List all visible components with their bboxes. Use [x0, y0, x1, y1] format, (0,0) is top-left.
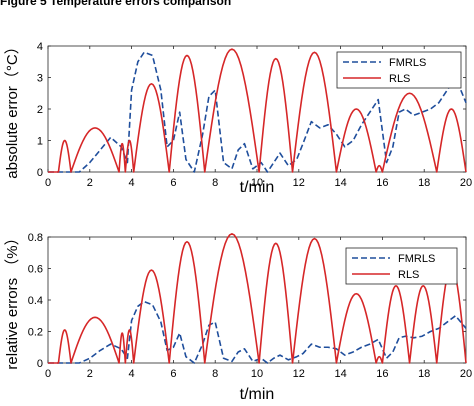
chart2-legend-label-fmrls: FMRLS [398, 253, 435, 265]
chart2-y-tick-label: 0.8 [28, 232, 43, 244]
figure-caption: Figure 5 Temperature errors comparison [0, 0, 474, 8]
chart2-y-tick-label: 0.4 [28, 295, 43, 307]
chart2-legend-label-rls: RLS [398, 269, 419, 281]
chart1-x-tick-label: 8 [212, 177, 218, 189]
chart1-x-tick-label: 14 [334, 177, 346, 189]
chart2-x-tick-label: 8 [212, 368, 218, 380]
chart1-x-tick-label: 6 [170, 177, 176, 189]
chart1-x-tick-label: 10 [251, 177, 263, 189]
chart2-x-tick-label: 16 [376, 368, 388, 380]
chart2-y-tick-label: 0.6 [28, 264, 43, 276]
chart1-y-tick-label: 3 [37, 73, 43, 85]
chart2-x-tick-label: 10 [251, 368, 263, 380]
chart1-legend-box [336, 51, 462, 89]
chart2-series-line-rls [48, 233, 467, 364]
chart2-series-line-fmrls [48, 300, 467, 364]
chart2-x-tick-label: 18 [418, 368, 430, 380]
chart1-x-tick-label: 2 [87, 177, 93, 189]
chart2-x-tick-label: 6 [170, 368, 176, 380]
chart1-y-tick-label: 4 [37, 41, 43, 53]
chart1-x-tick-label: 0 [45, 177, 51, 189]
chart2-x-axis-label: t/min [240, 386, 275, 403]
chart2-y-axis-label: relative errors （%） [4, 230, 21, 369]
chart2-x-tick-label: 2 [87, 368, 93, 380]
chart2-x-tick-label: 4 [129, 368, 135, 380]
chart1-legend-label-fmrls: FMRLS [389, 57, 426, 69]
chart1-x-tick-label: 20 [460, 177, 472, 189]
chart2-x-tick-label: 0 [45, 368, 51, 380]
chart1-y-axis-label: absolute error（°C） [4, 39, 21, 178]
chart2-y-tick-label: 0.2 [28, 327, 43, 339]
chart1-y-tick-label: 2 [37, 104, 43, 116]
chart1-y-tick-label: 0 [37, 167, 43, 179]
figure-caption-text: Figure 5 Temperature errors comparison [0, 0, 232, 8]
chart1-y-tick-label: 1 [37, 136, 43, 148]
chart2-x-tick-label: 12 [293, 368, 305, 380]
chart2-x-tick-label: 20 [460, 368, 472, 380]
chart2-legend-box [345, 247, 458, 285]
chart1-x-tick-label: 12 [293, 177, 305, 189]
chart1-x-tick-label: 4 [129, 177, 135, 189]
chart1-legend-label-rls: RLS [389, 73, 410, 85]
chart1-series-line-rls [48, 48, 467, 173]
chart2-x-tick-label: 14 [334, 368, 346, 380]
chart1-x-tick-label: 18 [418, 177, 430, 189]
chart2-y-tick-label: 0 [37, 358, 43, 370]
chart1-x-tick-label: 16 [376, 177, 388, 189]
chart1-x-axis-label: t/min [240, 179, 275, 196]
